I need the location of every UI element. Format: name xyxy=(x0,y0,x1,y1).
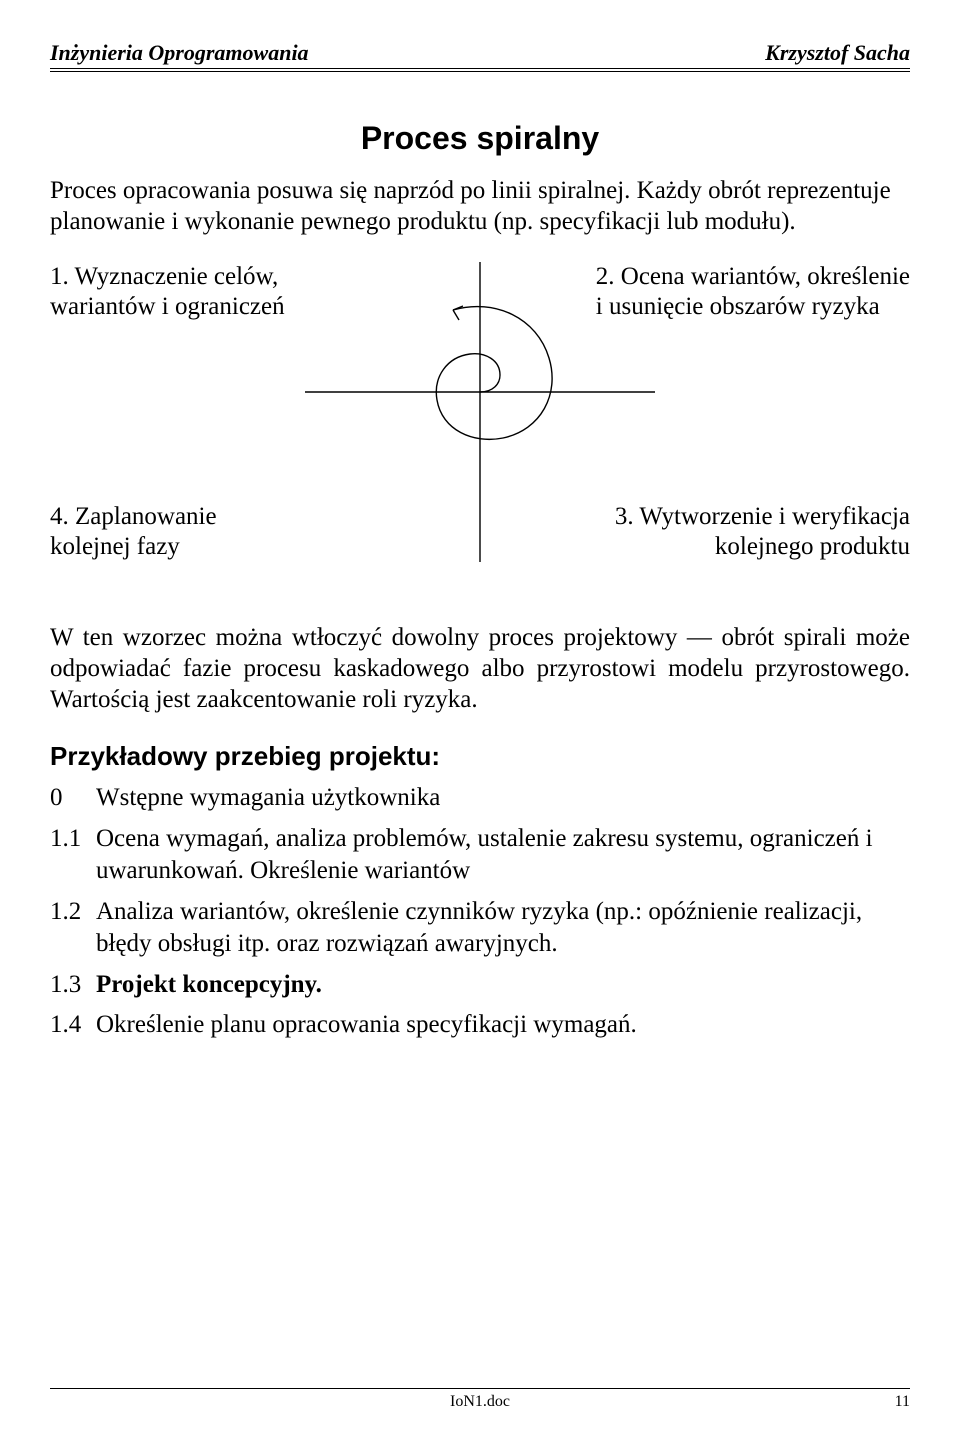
item-number: 0 xyxy=(50,782,96,815)
quad-line: kolejnego produktu xyxy=(715,533,910,560)
page: Inżynieria Oprogramowania Krzysztof Sach… xyxy=(0,0,960,1433)
page-footer: IoN1.doc 11 xyxy=(50,1388,910,1411)
item-text: Ocena wymagań, analiza problemów, ustale… xyxy=(96,823,910,888)
item-text: Wstępne wymagania użytkownika xyxy=(96,782,910,815)
quad-line: wariantów i ograniczeń xyxy=(50,293,285,320)
footer-filename: IoN1.doc xyxy=(450,1393,510,1411)
list-item: 1.1 Ocena wymagań, analiza problemów, us… xyxy=(50,823,910,888)
item-text: Analiza wariantów, określenie czynników … xyxy=(96,896,910,961)
item-number: 1.4 xyxy=(50,1009,96,1042)
footer-page-number: 11 xyxy=(895,1393,910,1411)
list-item: 0 Wstępne wymagania użytkownika xyxy=(50,782,910,815)
spiral-icon xyxy=(305,262,655,572)
intro-paragraph: Proces opracowania posuwa się naprzód po… xyxy=(50,175,910,238)
page-title: Proces spiralny xyxy=(50,120,910,157)
item-number: 1.2 xyxy=(50,896,96,961)
example-heading: Przykładowy przebieg projektu: xyxy=(50,741,910,772)
quadrant-1-label: 1. Wyznaczenie celów, wariantów i ograni… xyxy=(50,262,285,322)
quad-line: 3. Wytworzenie i weryfikacja xyxy=(615,503,910,530)
footer-rule xyxy=(50,1388,910,1389)
page-header: Inżynieria Oprogramowania Krzysztof Sach… xyxy=(50,40,910,66)
header-rule-1 xyxy=(50,68,910,69)
header-rule-2 xyxy=(50,71,910,72)
body-paragraph: W ten wzorzec można wtłoczyć dowolny pro… xyxy=(50,622,910,716)
quad-line: 1. Wyznaczenie celów, xyxy=(50,263,278,290)
item-number: 1.3 xyxy=(50,969,96,1002)
item-text: Projekt koncepcyjny. xyxy=(96,969,910,1002)
header-right: Krzysztof Sacha xyxy=(765,40,910,66)
footer-row: IoN1.doc 11 xyxy=(50,1393,910,1411)
item-text: Określenie planu opracowania specyfikacj… xyxy=(96,1009,910,1042)
spiral-diagram: 1. Wyznaczenie celów, wariantów i ograni… xyxy=(50,262,910,582)
quad-line: 4. Zaplanowanie xyxy=(50,503,217,530)
item-number: 1.1 xyxy=(50,823,96,888)
list-item: 1.2 Analiza wariantów, określenie czynni… xyxy=(50,896,910,961)
quad-line: kolejnej fazy xyxy=(50,533,180,560)
list-item: 1.4 Określenie planu opracowania specyfi… xyxy=(50,1009,910,1042)
list-item: 1.3 Projekt koncepcyjny. xyxy=(50,969,910,1002)
project-steps-list: 0 Wstępne wymagania użytkownika 1.1 Ocen… xyxy=(50,782,910,1042)
header-left: Inżynieria Oprogramowania xyxy=(50,40,309,66)
quadrant-4-label: 4. Zaplanowanie kolejnej fazy xyxy=(50,502,217,562)
quadrant-3-label: 3. Wytworzenie i weryfikacja kolejnego p… xyxy=(615,502,910,562)
